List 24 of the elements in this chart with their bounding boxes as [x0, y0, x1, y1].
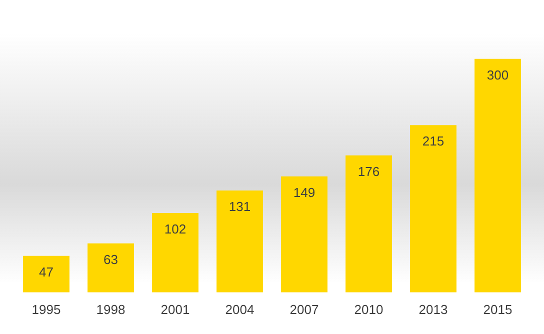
bar	[216, 190, 263, 292]
data-label: 47	[39, 264, 54, 280]
x-tick-label: 2004	[225, 302, 254, 317]
x-tick-label: 2015	[483, 302, 512, 317]
bar	[23, 256, 70, 292]
bar	[346, 155, 392, 292]
x-tick-label: 2010	[354, 302, 384, 317]
x-tick-label: 2001	[160, 302, 190, 317]
bar	[281, 176, 328, 292]
x-tick-label: 2007	[290, 302, 319, 317]
bar	[410, 125, 456, 292]
bar	[474, 58, 521, 292]
data-label: 149	[293, 185, 316, 200]
x-tick-label: 1998	[96, 302, 126, 317]
data-label: 215	[422, 134, 444, 149]
bar	[152, 213, 198, 292]
data-label: 300	[486, 67, 509, 82]
x-tick-label: 2013	[418, 302, 448, 317]
x-tick-label: 1995	[32, 302, 61, 317]
data-label: 176	[358, 164, 380, 179]
bar	[88, 243, 134, 292]
data-label: 131	[228, 199, 251, 214]
data-label: 63	[104, 252, 118, 267]
data-label: 102	[164, 222, 186, 237]
